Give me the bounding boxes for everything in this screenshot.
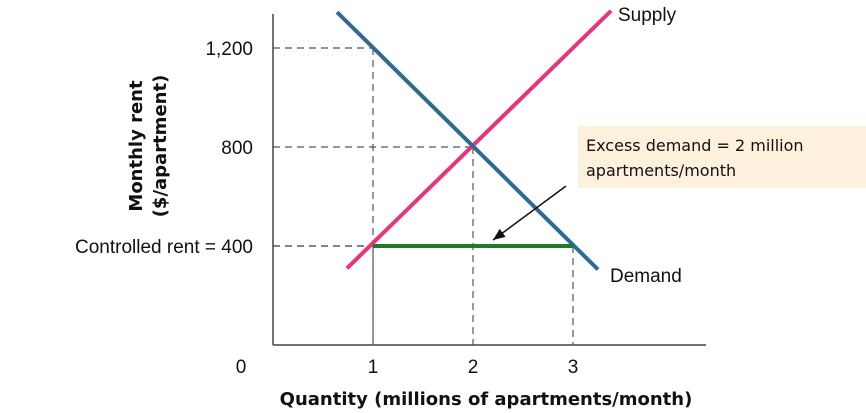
- annotation-arrow-shaft: [492, 185, 567, 241]
- axes: [272, 14, 706, 346]
- annotation-box: [578, 126, 866, 188]
- y-axis-title-line-1: Monthly rent: [126, 80, 147, 212]
- supply-line: [345, 9, 613, 270]
- demand-line: [335, 10, 600, 271]
- y-tick-label-1200: 1,200: [205, 39, 253, 60]
- supply-label: Supply: [618, 5, 677, 26]
- annotation-line-1: Excess demand = 2 million: [586, 136, 804, 155]
- y-tick-label-400: Controlled rent = 400: [75, 237, 253, 258]
- y-axis-title-line-2: ($/apartment): [150, 75, 171, 218]
- x-tick-label-3: 3: [568, 357, 579, 378]
- y-tick-label-800: 800: [221, 138, 253, 159]
- y-axis-title: Monthly rent ($/apartment): [126, 75, 171, 218]
- annotation-line-2: apartments/month: [586, 161, 736, 180]
- x-tick-label-1: 1: [368, 357, 379, 378]
- origin-label: 0: [236, 357, 247, 378]
- annotation-arrow-head: [493, 228, 506, 240]
- x-axis-title: Quantity (millions of apartments/month): [280, 389, 693, 410]
- x-tick-label-2: 2: [468, 357, 479, 378]
- annotation-arrow-group: [492, 185, 567, 241]
- series-group: [335, 9, 613, 271]
- demand-label: Demand: [610, 266, 682, 287]
- tick-labels: 1 2 3 1,200 800 Controlled rent = 400: [75, 39, 578, 378]
